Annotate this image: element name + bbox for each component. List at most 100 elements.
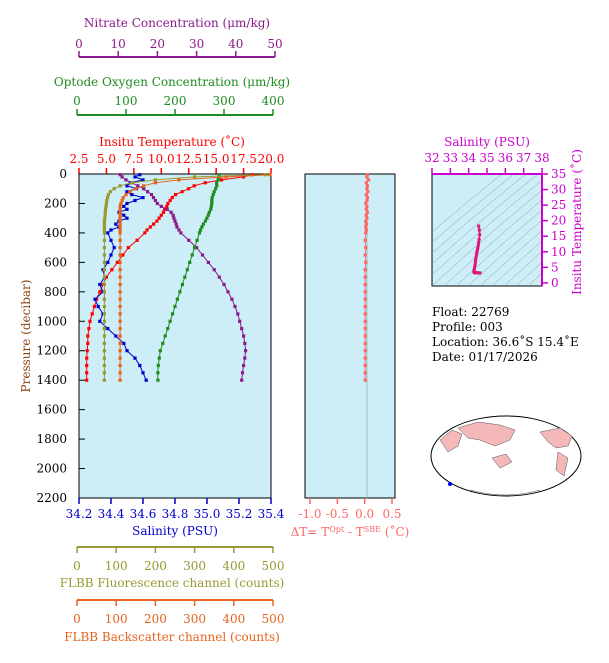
oxygen-axis: Optode Oxygen Concentration (μm/kg) 0 100… [54,75,290,116]
salinity-point [109,228,113,232]
delta-t-optode-minus-sbe-point [363,238,367,242]
salinity-point [125,349,129,353]
flbb-backscatter-channel-point [118,238,122,242]
flbb-backscatter-channel-point [177,178,181,182]
flbb-backscatter-channel-point [118,228,122,232]
flbb-fluorescence-channel-point [102,282,106,287]
temperature-tick-label: 17.5 [230,152,257,166]
pressure-tick-label: 1200 [36,344,67,358]
nitrate-concentration-point [142,187,146,191]
backscatter-axis: 0 100 200 300 400 500 FLBB Backscatter channe… [64,599,284,644]
ts-density-contour [479,230,542,286]
ts-salinity-tick-label: 36 [498,151,513,165]
nitrate-concentration-point [153,198,157,203]
flbb-backscatter-channel-point [120,198,124,203]
flbb-backscatter-channel-point [121,196,125,200]
flbb-fluorescence-channel-point [102,378,106,382]
flbb-backscatter-channel-point [118,371,122,375]
delta-t-optode-minus-sbe-point [365,187,369,191]
flbb-fluorescence-channel-point [102,327,106,331]
ts-density-contour [432,189,542,286]
deltat-panel [304,173,396,499]
flbb-backscatter-channel-point [118,246,122,250]
nitrate-concentration-point [173,219,177,223]
ts-salinity-axis: 32 33 34 35 36 37 38 [424,151,550,174]
insitu-temperature-point [85,371,89,375]
deltat-tick-label: 0.0 [355,507,374,521]
map-land-australia [491,453,513,469]
nitrate-tick-label: 50 [267,37,282,51]
optode-oxygen-concentration-point [215,181,219,185]
oxygen-tick-label: 300 [213,94,236,108]
flbb-fluorescence-channel-point [102,222,106,226]
nitrate-concentration-point [222,282,226,287]
flbb-fluorescence-channel-point [102,304,106,309]
delta-t-optode-minus-sbe-point [363,363,367,368]
optode-oxygen-concentration-point [161,341,165,345]
delta-t-optode-minus-sbe-point [364,219,368,223]
main-series [85,173,272,382]
nitrate-tick-label: 30 [189,37,204,51]
delta-t-optode-minus-sbe-point [363,282,367,287]
temperature-tick-label: 5.0 [97,152,116,166]
pressure-tick-label: 2000 [36,462,67,476]
fluorescence-tick-label: 100 [105,559,128,573]
flbb-fluorescence-channel-point [105,198,109,203]
ts-point [476,248,479,252]
nitrate-tick-label: 20 [150,37,165,51]
salinity-point [98,319,102,323]
insitu-temperature-point [87,327,91,331]
ts-density-contour [503,251,542,286]
salinity-point [141,196,145,200]
insitu-temperature-point [145,228,149,232]
nitrate-concentration-point [200,253,205,257]
flbb-fluorescence-channel-point [106,196,110,200]
delta-t-optode-minus-sbe-point [364,225,368,229]
ts-temperature-tick-label: 5 [551,260,559,274]
flbb-backscatter-channel-point [118,319,122,323]
map-land-africa [439,429,463,453]
salinity-point [106,231,110,235]
insitu-temperature-point [86,341,90,345]
ts-point [476,243,480,247]
ts-density-contour [432,174,503,233]
map-land-asia [457,421,516,447]
optode-oxygen-concentration-point [207,210,211,214]
oxygen-axis-title: Optode Oxygen Concentration (μm/kg) [54,75,290,89]
info-float: Float: 22769 [432,305,509,319]
insitu-temperature-point [135,238,139,242]
delta-t-optode-minus-sbe-point [365,175,369,179]
info-date: Date: 01/17/2026 [432,350,538,364]
ts-series [472,224,482,275]
insitu-temperature-point [90,312,94,316]
map-float-location [448,482,452,486]
pressure-tick-label: 1000 [36,314,67,328]
info-profile: Profile: 003 [432,320,503,334]
optode-oxygen-concentration-point [216,178,220,182]
insitu-temperature-point [155,219,159,223]
optode-oxygen-concentration-point [173,304,177,309]
backscatter-tick-label: 100 [105,612,128,626]
insitu-temperature-point [126,246,130,250]
flbb-fluorescence-channel-point [104,207,108,211]
nitrate-tick-label: 0 [75,37,83,51]
flbb-backscatter-channel-point [118,304,122,309]
nitrate-concentration-point [217,275,221,279]
nitrate-concentration-point [206,260,210,264]
ts-density-contour [443,199,542,286]
flbb-fluorescence-channel-point [102,275,106,279]
ts-point [474,256,478,260]
flbb-fluorescence-channel-point [102,349,106,353]
ts-panel [431,173,543,287]
ts-temperature-tick-label: 25 [551,198,566,212]
insitu-temperature-point [203,181,207,185]
flbb-backscatter-channel-point [118,327,122,331]
optode-oxygen-concentration-point [166,327,170,331]
backscatter-axis-title: FLBB Backscatter channel (counts) [64,630,280,644]
flbb-backscatter-channel-point [118,275,122,279]
delta-t-optode-minus-sbe-point [365,204,369,208]
flbb-backscatter-channel-point [118,222,122,226]
optode-oxygen-concentration-point [214,187,218,191]
pressure-axis: 0 200 400 600 800 1000 1200 1400 1600 1800 2000 220… [19,167,85,505]
delta-t-optode-minus-sbe-point [365,216,369,220]
